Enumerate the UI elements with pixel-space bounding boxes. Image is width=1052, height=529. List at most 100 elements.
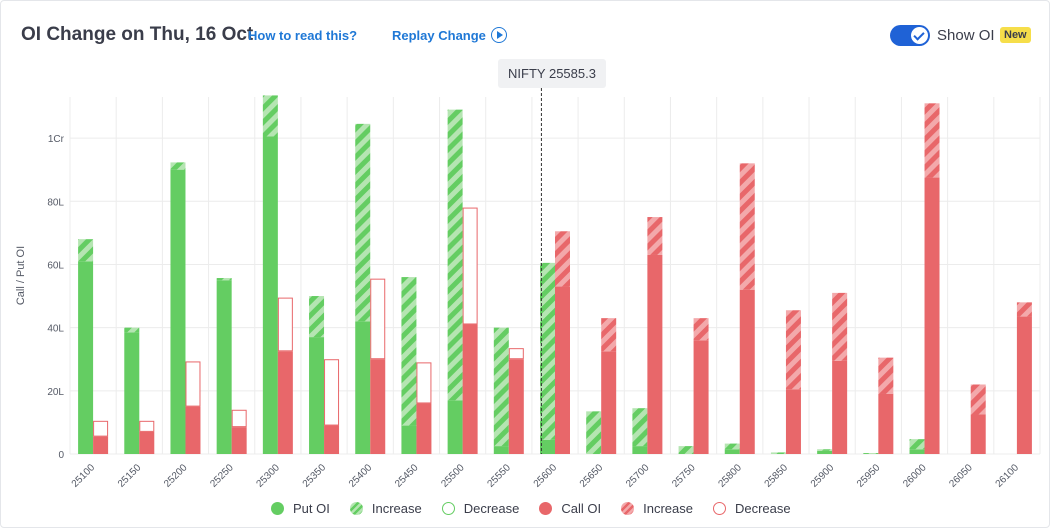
put-oi-bar bbox=[262, 136, 278, 454]
put-oi-bar bbox=[124, 332, 140, 454]
call-oi-bar bbox=[277, 351, 293, 454]
call-oi-increase-bar bbox=[878, 357, 894, 394]
put-oi-bar bbox=[355, 321, 371, 454]
x-tick-label: 25100 bbox=[70, 462, 98, 490]
call-oi-bar bbox=[1016, 316, 1032, 454]
legend-swatch-icon bbox=[271, 502, 284, 515]
put-oi-increase-bar bbox=[447, 109, 463, 401]
put-oi-bar bbox=[493, 446, 509, 454]
call-oi-bar bbox=[462, 324, 478, 454]
call-oi-decrease-bar bbox=[277, 297, 293, 352]
check-icon bbox=[911, 27, 928, 44]
put-oi-increase-bar bbox=[78, 239, 94, 262]
call-oi-bar bbox=[555, 286, 570, 454]
call-oi-increase-bar bbox=[739, 163, 755, 290]
put-oi-increase-bar bbox=[770, 452, 786, 454]
x-tick-label: 26000 bbox=[901, 462, 929, 490]
y-tick-label: 40L bbox=[47, 324, 64, 335]
legend-label: Increase bbox=[371, 501, 422, 516]
y-tick-label: 0 bbox=[58, 450, 64, 461]
put-oi-increase-bar bbox=[493, 327, 509, 447]
x-tick-label: 25450 bbox=[393, 462, 421, 490]
show-oi-toggle[interactable] bbox=[890, 25, 930, 46]
call-oi-decrease-bar bbox=[462, 207, 478, 325]
spot-price-tooltip: NIFTY 25585.3 bbox=[498, 59, 606, 88]
call-oi-bar bbox=[878, 393, 894, 454]
x-tick-label: 26050 bbox=[947, 462, 975, 490]
y-tick-label: 80L bbox=[47, 197, 64, 208]
page-title: OI Change on Thu, 16 Oct bbox=[21, 24, 254, 45]
x-tick-label: 25950 bbox=[855, 462, 883, 490]
call-oi-increase-bar bbox=[1016, 302, 1032, 317]
chart-legend: Put OI Increase Decrease Call OI Increase Dec… bbox=[271, 501, 811, 516]
put-oi-increase-bar bbox=[216, 278, 232, 281]
x-tick-label: 25600 bbox=[532, 462, 560, 490]
call-oi-bar bbox=[370, 359, 386, 454]
put-oi-increase-bar bbox=[170, 162, 186, 170]
x-tick-label: 25200 bbox=[162, 462, 190, 490]
legend-label: Decrease bbox=[734, 501, 791, 516]
put-oi-increase-bar bbox=[909, 439, 925, 450]
call-oi-increase-bar bbox=[647, 217, 663, 255]
call-oi-bar bbox=[324, 425, 340, 454]
put-oi-increase-bar bbox=[309, 296, 325, 338]
y-axis-label: Call / Put OI bbox=[15, 246, 27, 305]
legend-item[interactable]: Put OI bbox=[271, 501, 330, 516]
put-oi-bar bbox=[216, 280, 232, 454]
put-oi-increase-bar bbox=[540, 262, 555, 440]
call-oi-bar bbox=[832, 360, 848, 454]
put-oi-increase-bar bbox=[678, 446, 694, 454]
legend-swatch-icon bbox=[539, 502, 553, 515]
call-oi-bar bbox=[139, 431, 155, 454]
legend-item[interactable]: Decrease bbox=[712, 501, 791, 516]
call-oi-decrease-bar bbox=[139, 420, 155, 432]
how-to-read-link[interactable]: How to read this? bbox=[248, 28, 358, 43]
call-oi-decrease-bar bbox=[508, 348, 524, 360]
put-oi-increase-bar bbox=[863, 453, 879, 454]
put-oi-bar bbox=[401, 425, 417, 454]
put-oi-increase-bar bbox=[724, 443, 740, 450]
put-oi-increase-bar bbox=[817, 449, 833, 451]
put-oi-increase-bar bbox=[401, 277, 417, 426]
put-oi-bar bbox=[309, 337, 325, 454]
x-tick-label: 25350 bbox=[301, 462, 329, 490]
new-badge: New bbox=[1000, 27, 1031, 43]
y-tick-label: 20L bbox=[47, 387, 64, 398]
replay-change-link[interactable]: Replay Change bbox=[392, 28, 486, 43]
call-oi-bar bbox=[924, 177, 940, 454]
legend-item[interactable]: Increase bbox=[621, 501, 693, 516]
x-tick-label: 25300 bbox=[255, 462, 283, 490]
play-circle-icon[interactable] bbox=[491, 27, 507, 43]
x-tick-label: 25800 bbox=[716, 462, 744, 490]
legend-item[interactable]: Decrease bbox=[441, 501, 519, 516]
call-oi-bar bbox=[416, 403, 432, 454]
legend-item[interactable]: Call OI bbox=[539, 501, 601, 516]
x-tick-label: 25900 bbox=[809, 462, 837, 490]
call-oi-bar bbox=[601, 351, 617, 454]
put-oi-increase-bar bbox=[586, 411, 602, 454]
call-oi-decrease-bar bbox=[231, 409, 247, 428]
y-tick-label: 60L bbox=[47, 260, 64, 271]
call-oi-increase-bar bbox=[785, 310, 801, 390]
x-tick-label: 25400 bbox=[347, 462, 375, 490]
x-tick-label: 25850 bbox=[763, 462, 791, 490]
call-oi-decrease-bar bbox=[185, 361, 201, 407]
call-oi-decrease-bar bbox=[324, 359, 340, 426]
call-oi-increase-bar bbox=[924, 103, 940, 178]
legend-swatch-icon bbox=[441, 502, 455, 515]
put-oi-bar bbox=[540, 439, 555, 454]
legend-swatch-icon bbox=[349, 502, 363, 515]
legend-label: Call OI bbox=[561, 501, 602, 516]
call-oi-decrease-bar bbox=[416, 362, 432, 404]
put-oi-increase-bar bbox=[355, 123, 371, 322]
put-oi-bar bbox=[632, 446, 648, 454]
legend-item[interactable]: Increase bbox=[349, 501, 422, 516]
call-oi-decrease-bar bbox=[370, 278, 386, 360]
call-oi-bar bbox=[739, 289, 755, 454]
x-tick-label: 25700 bbox=[624, 462, 652, 490]
put-oi-bar bbox=[447, 400, 463, 454]
put-oi-bar bbox=[724, 449, 740, 454]
x-tick-label: 25550 bbox=[485, 462, 513, 490]
